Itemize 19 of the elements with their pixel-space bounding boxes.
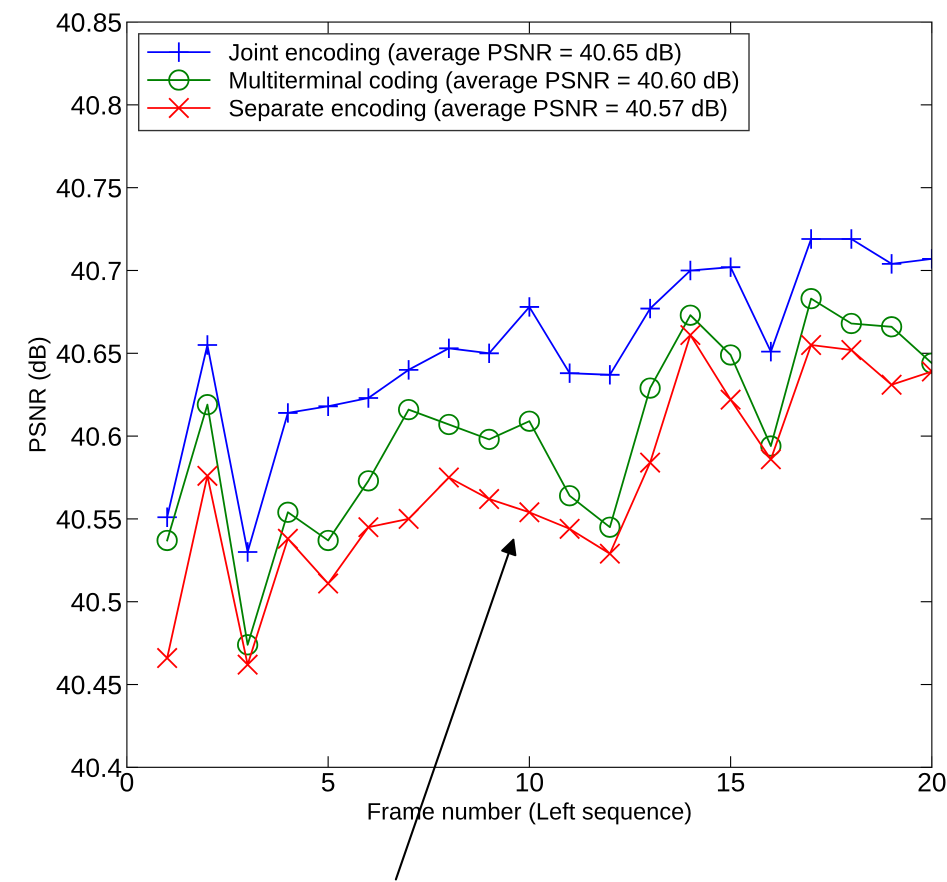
x-tick-label: 0 xyxy=(120,772,134,792)
x-tick-label: 20 xyxy=(918,772,946,792)
y-tick-label: 40.4 xyxy=(71,758,122,778)
y-axis-title: PSNR (dB) xyxy=(28,338,50,452)
y-tick-label: 40.45 xyxy=(56,676,121,694)
legend-label: Joint encoding (average PSNR = 40.65 dB) xyxy=(228,43,680,66)
y-tick-label: 40.6 xyxy=(71,427,121,446)
x-tick-label: 5 xyxy=(322,773,334,792)
y-tick-label: 40.7 xyxy=(71,262,121,280)
legend-label: Multiterminal coding (average PSNR = 40.60 dB) xyxy=(230,71,738,94)
legend-label: Separate encoding (average PSNR = 40.57 dB) xyxy=(230,99,726,122)
x-tick-label: 15 xyxy=(718,773,744,792)
y-tick-label: 40.65 xyxy=(56,344,121,364)
y-tick-label: 40.5 xyxy=(71,592,121,612)
x-tick-label: 10 xyxy=(516,772,544,792)
y-tick-label: 40.55 xyxy=(56,510,121,529)
y-tick-label: 40.85 xyxy=(56,13,121,32)
y-tick-label: 40.75 xyxy=(56,178,121,198)
y-tick-label: 40.8 xyxy=(71,96,121,115)
